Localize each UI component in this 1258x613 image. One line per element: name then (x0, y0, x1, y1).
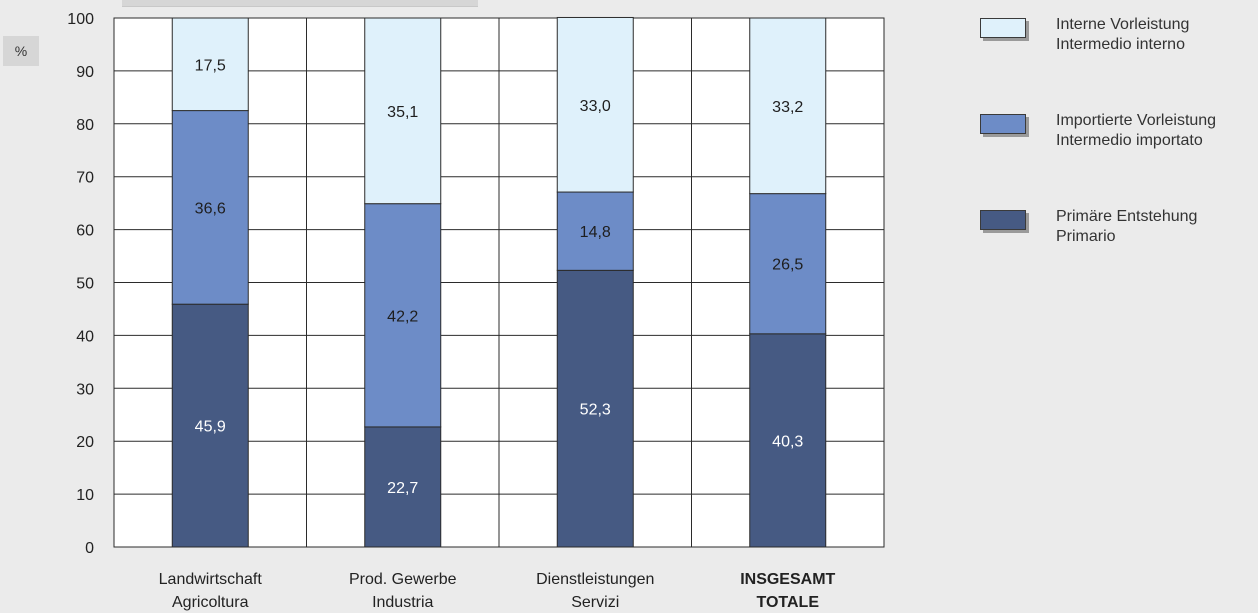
data-label: 40,3 (772, 433, 803, 450)
x-tick-label: Dienstleistungen (536, 571, 654, 588)
x-tick-label-secondary: TOTALE (756, 594, 819, 611)
bar-segment (749, 333, 827, 548)
y-tick-label: 20 (76, 434, 94, 451)
data-label: 35,1 (387, 104, 418, 121)
unit-label: % (3, 36, 39, 66)
legend-label-it: Intermedio interno (1056, 36, 1185, 53)
data-label: 36,6 (195, 200, 226, 217)
data-label: 33,2 (772, 99, 803, 116)
x-tick-label-secondary: Industria (372, 594, 433, 611)
x-tick-label-secondary: Servizi (571, 594, 619, 611)
legend-label-de: Primäre Entstehung (1056, 208, 1198, 225)
top-decorative-strip (122, 0, 478, 7)
bar-segment (556, 16, 634, 193)
bar-segment (171, 17, 249, 112)
y-tick-label: 90 (76, 64, 94, 81)
data-label: 17,5 (195, 57, 226, 74)
legend-swatch-primaere (980, 210, 1026, 230)
x-tick-label-secondary: Agricoltura (172, 594, 249, 611)
legend-label-de: Importierte Vorleistung (1056, 112, 1217, 129)
y-tick-label: 60 (76, 223, 94, 240)
data-label: 22,7 (387, 480, 418, 497)
bar-segment (364, 17, 442, 205)
legend-label-de: Interne Vorleistung (1056, 16, 1190, 33)
x-tick-label: Landwirtschaft (159, 571, 263, 588)
bar-segment (171, 303, 249, 548)
legend-item-importierte: Importierte Vorleistung Intermedio impor… (980, 112, 1258, 170)
bar-segment (171, 110, 249, 305)
y-tick-label: 80 (76, 117, 94, 134)
legend-swatch-interne (980, 18, 1026, 38)
data-label: 52,3 (580, 402, 611, 419)
legend-swatch-importierte (980, 114, 1026, 134)
legend-label-it: Intermedio importato (1056, 132, 1203, 149)
bar-segment (364, 426, 442, 548)
legend-label-it: Primario (1056, 228, 1116, 245)
bar-segment (749, 17, 827, 195)
bar-segment (556, 191, 634, 271)
y-tick-label: 30 (76, 381, 94, 398)
y-tick-label: 40 (76, 328, 94, 345)
y-tick-label: 50 (76, 276, 94, 293)
bar-segment (556, 269, 634, 548)
legend-item-primaere: Primäre Entstehung Primario (980, 208, 1258, 266)
data-label: 45,9 (195, 419, 226, 436)
y-tick-label: 10 (76, 487, 94, 504)
y-tick-label: 100 (67, 11, 94, 28)
bar-segment (749, 193, 827, 335)
plot-frame (113, 17, 885, 548)
data-label: 14,8 (580, 224, 611, 241)
bar-segment (364, 203, 442, 428)
legend-item-interne: Interne Vorleistung Intermedio interno (980, 16, 1258, 74)
data-label: 42,2 (387, 308, 418, 325)
data-label: 33,0 (580, 98, 611, 115)
x-tick-label: INSGESAMT (740, 571, 835, 588)
x-tick-label: Prod. Gewerbe (349, 571, 457, 588)
data-label: 26,5 (772, 257, 803, 274)
y-tick-label: 70 (76, 170, 94, 187)
y-tick-label: 0 (85, 540, 94, 557)
